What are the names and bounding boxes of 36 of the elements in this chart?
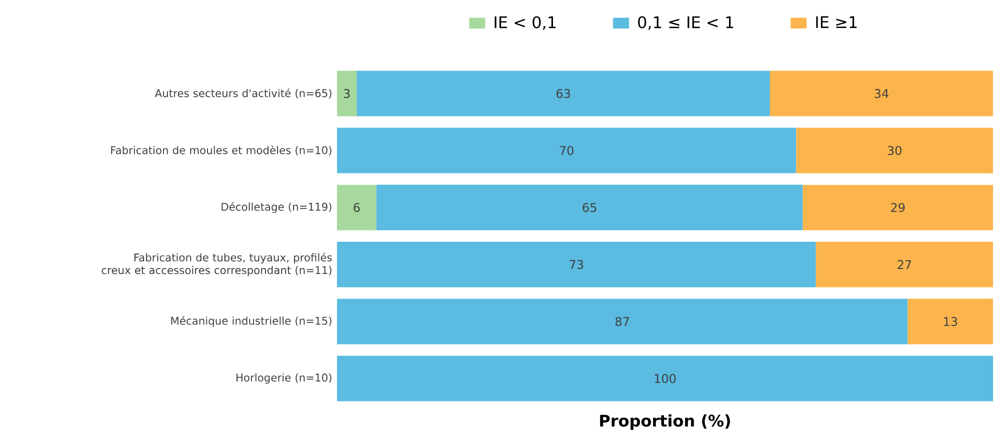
y-tick-label: Mécanique industrielle (n=15) [171, 316, 332, 327]
legend-label: 0,1 ≤ IE < 1 [638, 16, 734, 30]
y-tick-label: Fabrication de tubes, tuyaux, profilés creux et accessoires correspondant (n=11) [102, 252, 332, 276]
data-label: 27 [898, 260, 912, 269]
data-label: 13 [944, 316, 958, 326]
legend-label: IE ≥1 [816, 16, 857, 28]
data-label: 70 [560, 146, 574, 156]
data-label: 63 [556, 88, 570, 98]
data-label: 3 [344, 88, 350, 98]
data-label: 87 [616, 316, 629, 326]
data-label: 30 [888, 146, 902, 156]
data-label: 100 [654, 374, 676, 384]
y-tick-label: Décolletage (n=119) [222, 202, 332, 213]
bar [770, 70, 994, 116]
y-tick-label: Horlogerie (n=10) [236, 373, 332, 384]
bar [337, 70, 357, 116]
y-tick-label: Fabrication de moules et modèles (n=10) [111, 146, 332, 156]
data-label: 6 [354, 202, 360, 212]
data-label: 29 [891, 202, 905, 212]
bar [356, 70, 770, 116]
x-axis-title: Proportion (%) [600, 414, 730, 430]
legend-label: IE < 0,1 [494, 16, 556, 30]
bar [908, 298, 994, 344]
data-label: 34 [874, 88, 888, 98]
bar [796, 128, 994, 174]
bar [337, 242, 816, 288]
bar [802, 184, 994, 230]
data-label: 73 [570, 260, 584, 270]
bar [337, 184, 376, 230]
bar [816, 242, 994, 288]
data-label: 65 [582, 202, 596, 212]
bar [337, 298, 908, 344]
bar [337, 356, 994, 402]
bar [376, 184, 803, 230]
bar [337, 128, 796, 174]
y-tick-label: Autres secteurs d'activité (n=65) [154, 88, 332, 98]
